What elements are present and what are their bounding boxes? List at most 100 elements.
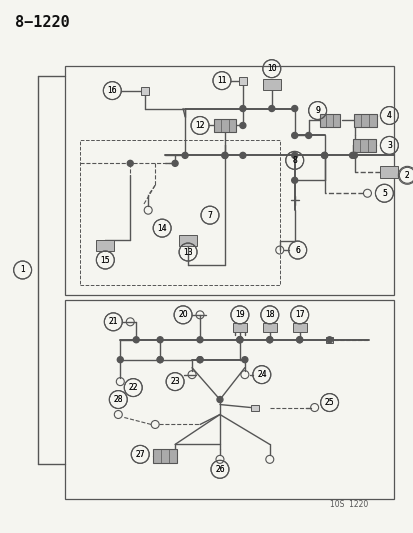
Text: 9: 9 [314, 106, 319, 115]
Text: 14: 14 [157, 224, 166, 232]
Text: 10: 10 [266, 64, 276, 73]
Circle shape [236, 337, 242, 343]
Bar [351, 139, 375, 152]
Circle shape [157, 357, 163, 362]
Text: 24: 24 [256, 370, 266, 379]
Text: 5: 5 [381, 189, 386, 198]
Bar [214, 119, 235, 132]
Text: 27: 27 [135, 450, 145, 459]
Text: 23: 23 [170, 377, 180, 386]
Text: 6: 6 [294, 246, 299, 255]
Circle shape [239, 152, 245, 158]
Circle shape [236, 337, 242, 343]
Text: 17: 17 [294, 310, 304, 319]
Text: 21: 21 [108, 317, 118, 326]
Bar [141, 86, 149, 94]
Text: 10: 10 [266, 64, 276, 73]
Bar [233, 324, 246, 332]
Text: 19: 19 [235, 310, 244, 319]
Text: 17: 17 [294, 310, 304, 319]
Circle shape [197, 357, 202, 362]
Text: 16: 16 [107, 86, 117, 95]
Text: 24: 24 [256, 370, 266, 379]
Circle shape [239, 123, 245, 128]
Text: 11: 11 [217, 76, 226, 85]
Bar [65, 66, 394, 295]
Circle shape [296, 337, 302, 343]
Circle shape [221, 152, 228, 158]
Bar [96, 240, 114, 251]
Text: 19: 19 [235, 310, 244, 319]
Circle shape [157, 357, 163, 362]
Bar [80, 140, 279, 285]
Text: 3: 3 [386, 141, 391, 150]
Circle shape [296, 337, 302, 343]
Text: 15: 15 [100, 255, 110, 264]
Circle shape [239, 106, 245, 111]
Text: 26: 26 [215, 465, 224, 474]
Circle shape [182, 152, 188, 158]
Circle shape [291, 152, 297, 158]
Text: 1: 1 [20, 265, 25, 274]
Circle shape [241, 357, 247, 362]
Text: 10S  1220: 10S 1220 [329, 500, 367, 509]
Circle shape [197, 337, 202, 343]
Bar [325, 337, 332, 343]
Text: 5: 5 [381, 189, 386, 198]
Text: 25: 25 [324, 398, 334, 407]
Bar [262, 324, 276, 332]
Circle shape [305, 133, 311, 139]
Text: 20: 20 [178, 310, 188, 319]
Bar [292, 324, 306, 332]
Text: 12: 12 [195, 121, 204, 130]
Circle shape [172, 160, 178, 166]
Circle shape [268, 106, 274, 111]
Circle shape [321, 152, 327, 158]
Text: 7: 7 [207, 211, 212, 220]
Bar [380, 166, 397, 179]
Text: 20: 20 [178, 310, 188, 319]
Text: 4: 4 [386, 111, 391, 120]
Circle shape [349, 152, 355, 158]
Text: 22: 22 [128, 383, 138, 392]
Circle shape [321, 152, 327, 158]
Text: 16: 16 [107, 86, 117, 95]
Circle shape [221, 152, 228, 158]
Text: 2: 2 [404, 171, 409, 180]
Circle shape [133, 337, 139, 343]
Bar [319, 114, 339, 127]
Circle shape [236, 337, 242, 343]
Text: 25: 25 [324, 398, 334, 407]
Text: 13: 13 [183, 247, 192, 256]
Text: 4: 4 [386, 111, 391, 120]
Circle shape [291, 106, 297, 111]
Circle shape [266, 337, 272, 343]
Bar [262, 79, 280, 90]
Circle shape [127, 160, 133, 166]
Text: 11: 11 [217, 76, 226, 85]
Circle shape [326, 337, 332, 343]
Bar [65, 300, 394, 499]
Circle shape [266, 337, 272, 343]
Text: 9: 9 [314, 106, 319, 115]
Text: 28: 28 [113, 395, 123, 404]
Bar [238, 77, 246, 85]
Text: 18: 18 [264, 310, 274, 319]
Text: 8: 8 [292, 156, 297, 165]
Circle shape [291, 133, 297, 139]
Bar [353, 114, 377, 127]
Circle shape [117, 357, 123, 362]
Circle shape [216, 397, 223, 402]
Text: 18: 18 [264, 310, 274, 319]
Text: 14: 14 [157, 224, 166, 232]
Circle shape [157, 337, 163, 343]
Text: 7: 7 [207, 211, 212, 220]
Text: 28: 28 [113, 395, 123, 404]
Circle shape [351, 152, 357, 158]
Text: 13: 13 [183, 247, 192, 256]
Text: 2: 2 [404, 171, 409, 180]
Text: 27: 27 [135, 450, 145, 459]
Text: 3: 3 [386, 141, 391, 150]
Text: 12: 12 [195, 121, 204, 130]
Text: 15: 15 [100, 255, 110, 264]
